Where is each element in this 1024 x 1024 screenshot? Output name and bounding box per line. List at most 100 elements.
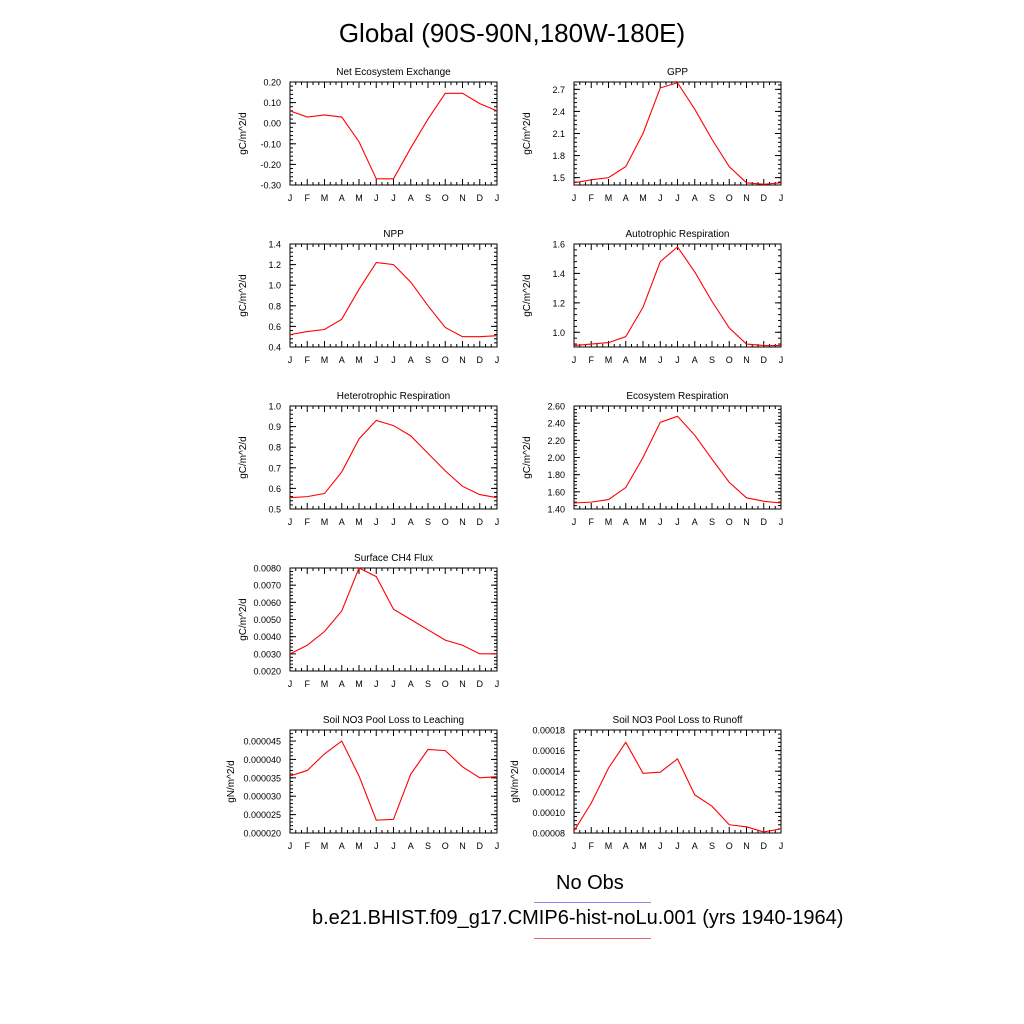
x-tick-label: F	[589, 355, 595, 365]
series-line	[573, 741, 782, 833]
y-tick-label: 0.00	[263, 119, 281, 129]
y-tick-label: 0.00014	[532, 767, 565, 777]
x-tick-label: N	[743, 193, 750, 203]
x-tick-label: J	[391, 355, 396, 365]
series-line	[289, 419, 498, 499]
x-tick-label: O	[726, 517, 733, 527]
y-tick-label: 0.0080	[253, 564, 281, 574]
x-tick-label: M	[321, 517, 329, 527]
y-tick-label: 0.0020	[253, 667, 281, 677]
x-tick-label: N	[743, 841, 750, 851]
x-tick-label: O	[442, 355, 449, 365]
x-tick-label: J	[779, 517, 784, 527]
x-tick-label: M	[639, 517, 647, 527]
figure-title: Global (90S-90N,180W-180E)	[338, 18, 686, 48]
x-tick-label: O	[726, 355, 733, 365]
x-tick-label: O	[442, 679, 449, 689]
panel-title: Soil NO3 Pool Loss to Runoff	[613, 715, 743, 726]
x-tick-label: M	[355, 841, 363, 851]
x-tick-label: A	[692, 193, 698, 203]
y-tick-label: 1.0	[268, 402, 281, 412]
x-tick-label: F	[305, 841, 311, 851]
x-tick-label: J	[495, 679, 500, 689]
plot-frame	[573, 81, 782, 186]
x-tick-label: M	[355, 517, 363, 527]
y-tick-label: 0.0030	[253, 649, 281, 659]
y-tick-label: 0.4	[268, 343, 281, 353]
x-tick-label: N	[459, 193, 466, 203]
y-axis-label: gC/m^2/d	[238, 436, 249, 479]
y-axis-label: gC/m^2/d	[238, 112, 249, 155]
y-tick-label: 1.8	[552, 151, 565, 161]
y-tick-label: 2.20	[547, 436, 565, 446]
panel-title: Soil NO3 Pool Loss to Leaching	[323, 715, 464, 726]
y-axis-label: gN/m^2/d	[510, 760, 521, 803]
y-tick-label: 0.0040	[253, 632, 281, 642]
y-tick-label: 1.4	[268, 240, 281, 250]
y-tick-label: 0.6	[268, 322, 281, 332]
y-axis-label: gC/m^2/d	[522, 274, 533, 317]
x-tick-label: M	[355, 193, 363, 203]
legend-run-line	[534, 938, 651, 939]
x-tick-label: A	[339, 679, 345, 689]
y-tick-label: 0.0060	[253, 598, 281, 608]
x-tick-label: J	[391, 841, 396, 851]
x-tick-label: F	[589, 841, 595, 851]
x-tick-label: D	[477, 193, 484, 203]
y-tick-label: 0.0050	[253, 615, 281, 625]
y-tick-label: 1.2	[552, 298, 565, 308]
x-tick-label: J	[374, 193, 379, 203]
y-tick-label: -0.30	[260, 181, 281, 191]
y-tick-label: 2.00	[547, 453, 565, 463]
panel-title: GPP	[667, 67, 688, 78]
y-tick-label: 1.4	[552, 269, 565, 279]
x-tick-label: J	[288, 193, 293, 203]
y-tick-label: 0.5	[268, 505, 281, 515]
x-tick-label: M	[321, 193, 329, 203]
panel-title: NPP	[383, 229, 404, 240]
x-tick-label: A	[408, 355, 414, 365]
x-tick-label: J	[658, 841, 663, 851]
x-tick-label: O	[726, 193, 733, 203]
x-tick-label: N	[459, 355, 466, 365]
y-tick-label: 0.6	[268, 484, 281, 494]
x-tick-label: A	[623, 517, 629, 527]
x-tick-label: J	[495, 193, 500, 203]
x-tick-label: J	[495, 517, 500, 527]
plot-frame	[573, 729, 782, 834]
x-tick-label: J	[572, 355, 577, 365]
x-tick-label: M	[605, 355, 613, 365]
y-tick-label: 0.00008	[532, 829, 565, 839]
series-line	[289, 567, 497, 655]
x-tick-label: M	[639, 841, 647, 851]
x-tick-label: J	[391, 679, 396, 689]
y-tick-label: 0.8	[268, 301, 281, 311]
x-tick-label: J	[675, 517, 680, 527]
x-tick-label: M	[639, 355, 647, 365]
x-tick-label: A	[692, 841, 698, 851]
x-tick-label: O	[442, 517, 449, 527]
y-tick-label: -0.10	[260, 139, 281, 149]
x-tick-label: F	[589, 193, 595, 203]
y-tick-label: 2.1	[552, 129, 565, 139]
panel-title: Autotrophic Respiration	[626, 229, 730, 240]
x-tick-label: J	[675, 355, 680, 365]
legend-obs-line	[534, 902, 651, 903]
x-tick-label: A	[339, 193, 345, 203]
x-tick-label: J	[374, 679, 379, 689]
y-axis-label: gC/m^2/d	[238, 274, 249, 317]
y-tick-label: 0.10	[263, 98, 281, 108]
x-tick-label: J	[572, 517, 577, 527]
y-tick-label: 0.00018	[532, 726, 565, 736]
panel-title: Ecosystem Respiration	[626, 391, 728, 402]
y-axis-label: gC/m^2/d	[238, 598, 249, 641]
x-tick-label: F	[305, 193, 311, 203]
plot-frame	[289, 567, 498, 672]
x-tick-label: O	[726, 841, 733, 851]
legend-obs-label: No Obs	[556, 872, 624, 894]
x-tick-label: O	[442, 841, 449, 851]
x-tick-label: A	[692, 517, 698, 527]
